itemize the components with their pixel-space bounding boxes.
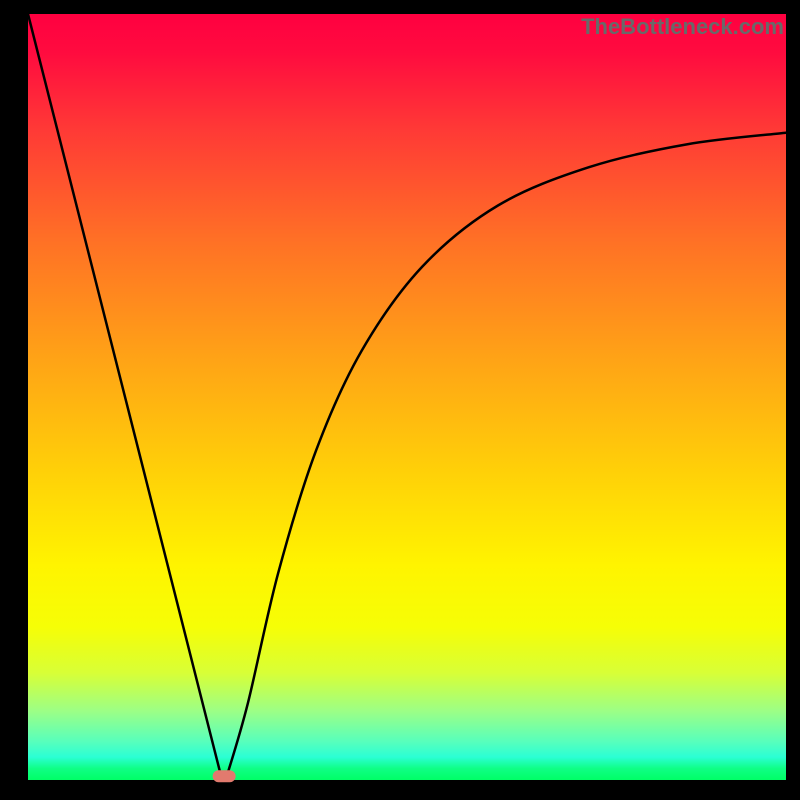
bottleneck-curve [28, 14, 786, 780]
watermark-label: TheBottleneck.com [581, 14, 784, 39]
watermark-text: TheBottleneck.com [581, 14, 784, 40]
plot-area: TheBottleneck.com [28, 14, 786, 780]
chart-container: TheBottleneck.com [0, 0, 800, 800]
optimum-marker [213, 770, 236, 781]
curve-path [28, 14, 786, 777]
